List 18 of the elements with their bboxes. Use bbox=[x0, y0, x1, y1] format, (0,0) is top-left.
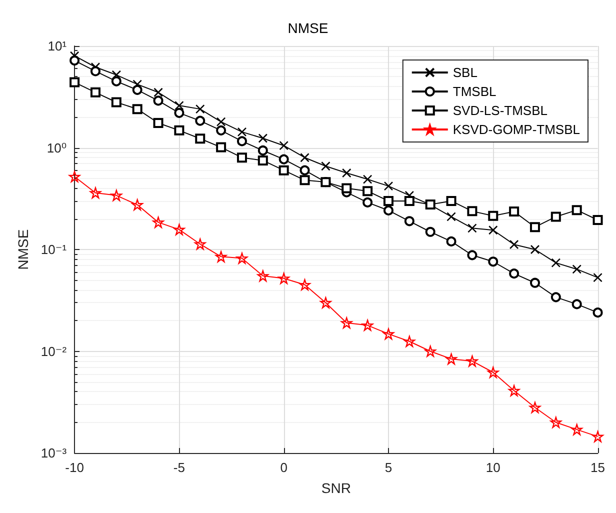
x-tick-label: 0 bbox=[280, 460, 288, 475]
legend-label: KSVD-GOMP-TMSBL bbox=[452, 122, 580, 137]
legend-label: SVD-LS-TMSBL bbox=[452, 103, 548, 118]
x-tick-label: -10 bbox=[65, 460, 84, 475]
y-tick-label: 10⁻³ bbox=[40, 446, 68, 460]
y-tick-label: 10⁰ bbox=[46, 140, 67, 156]
x-tick-label: 10 bbox=[486, 460, 500, 475]
chart-title: NMSE bbox=[288, 20, 328, 36]
y-tick-label: 10¹ bbox=[48, 38, 68, 54]
x-tick-label: 5 bbox=[384, 460, 392, 475]
x-tick-label: 15 bbox=[590, 460, 606, 475]
x-tick-label: -5 bbox=[173, 460, 185, 475]
y-axis-title: NMSE bbox=[15, 229, 31, 270]
legend-label: TMSBL bbox=[452, 84, 496, 99]
y-tick-label: 10⁻¹ bbox=[40, 242, 68, 257]
x-axis-title: SNR bbox=[321, 480, 351, 496]
legend-label: SBL bbox=[452, 65, 478, 80]
y-tick-label: 10⁻² bbox=[40, 344, 68, 359]
